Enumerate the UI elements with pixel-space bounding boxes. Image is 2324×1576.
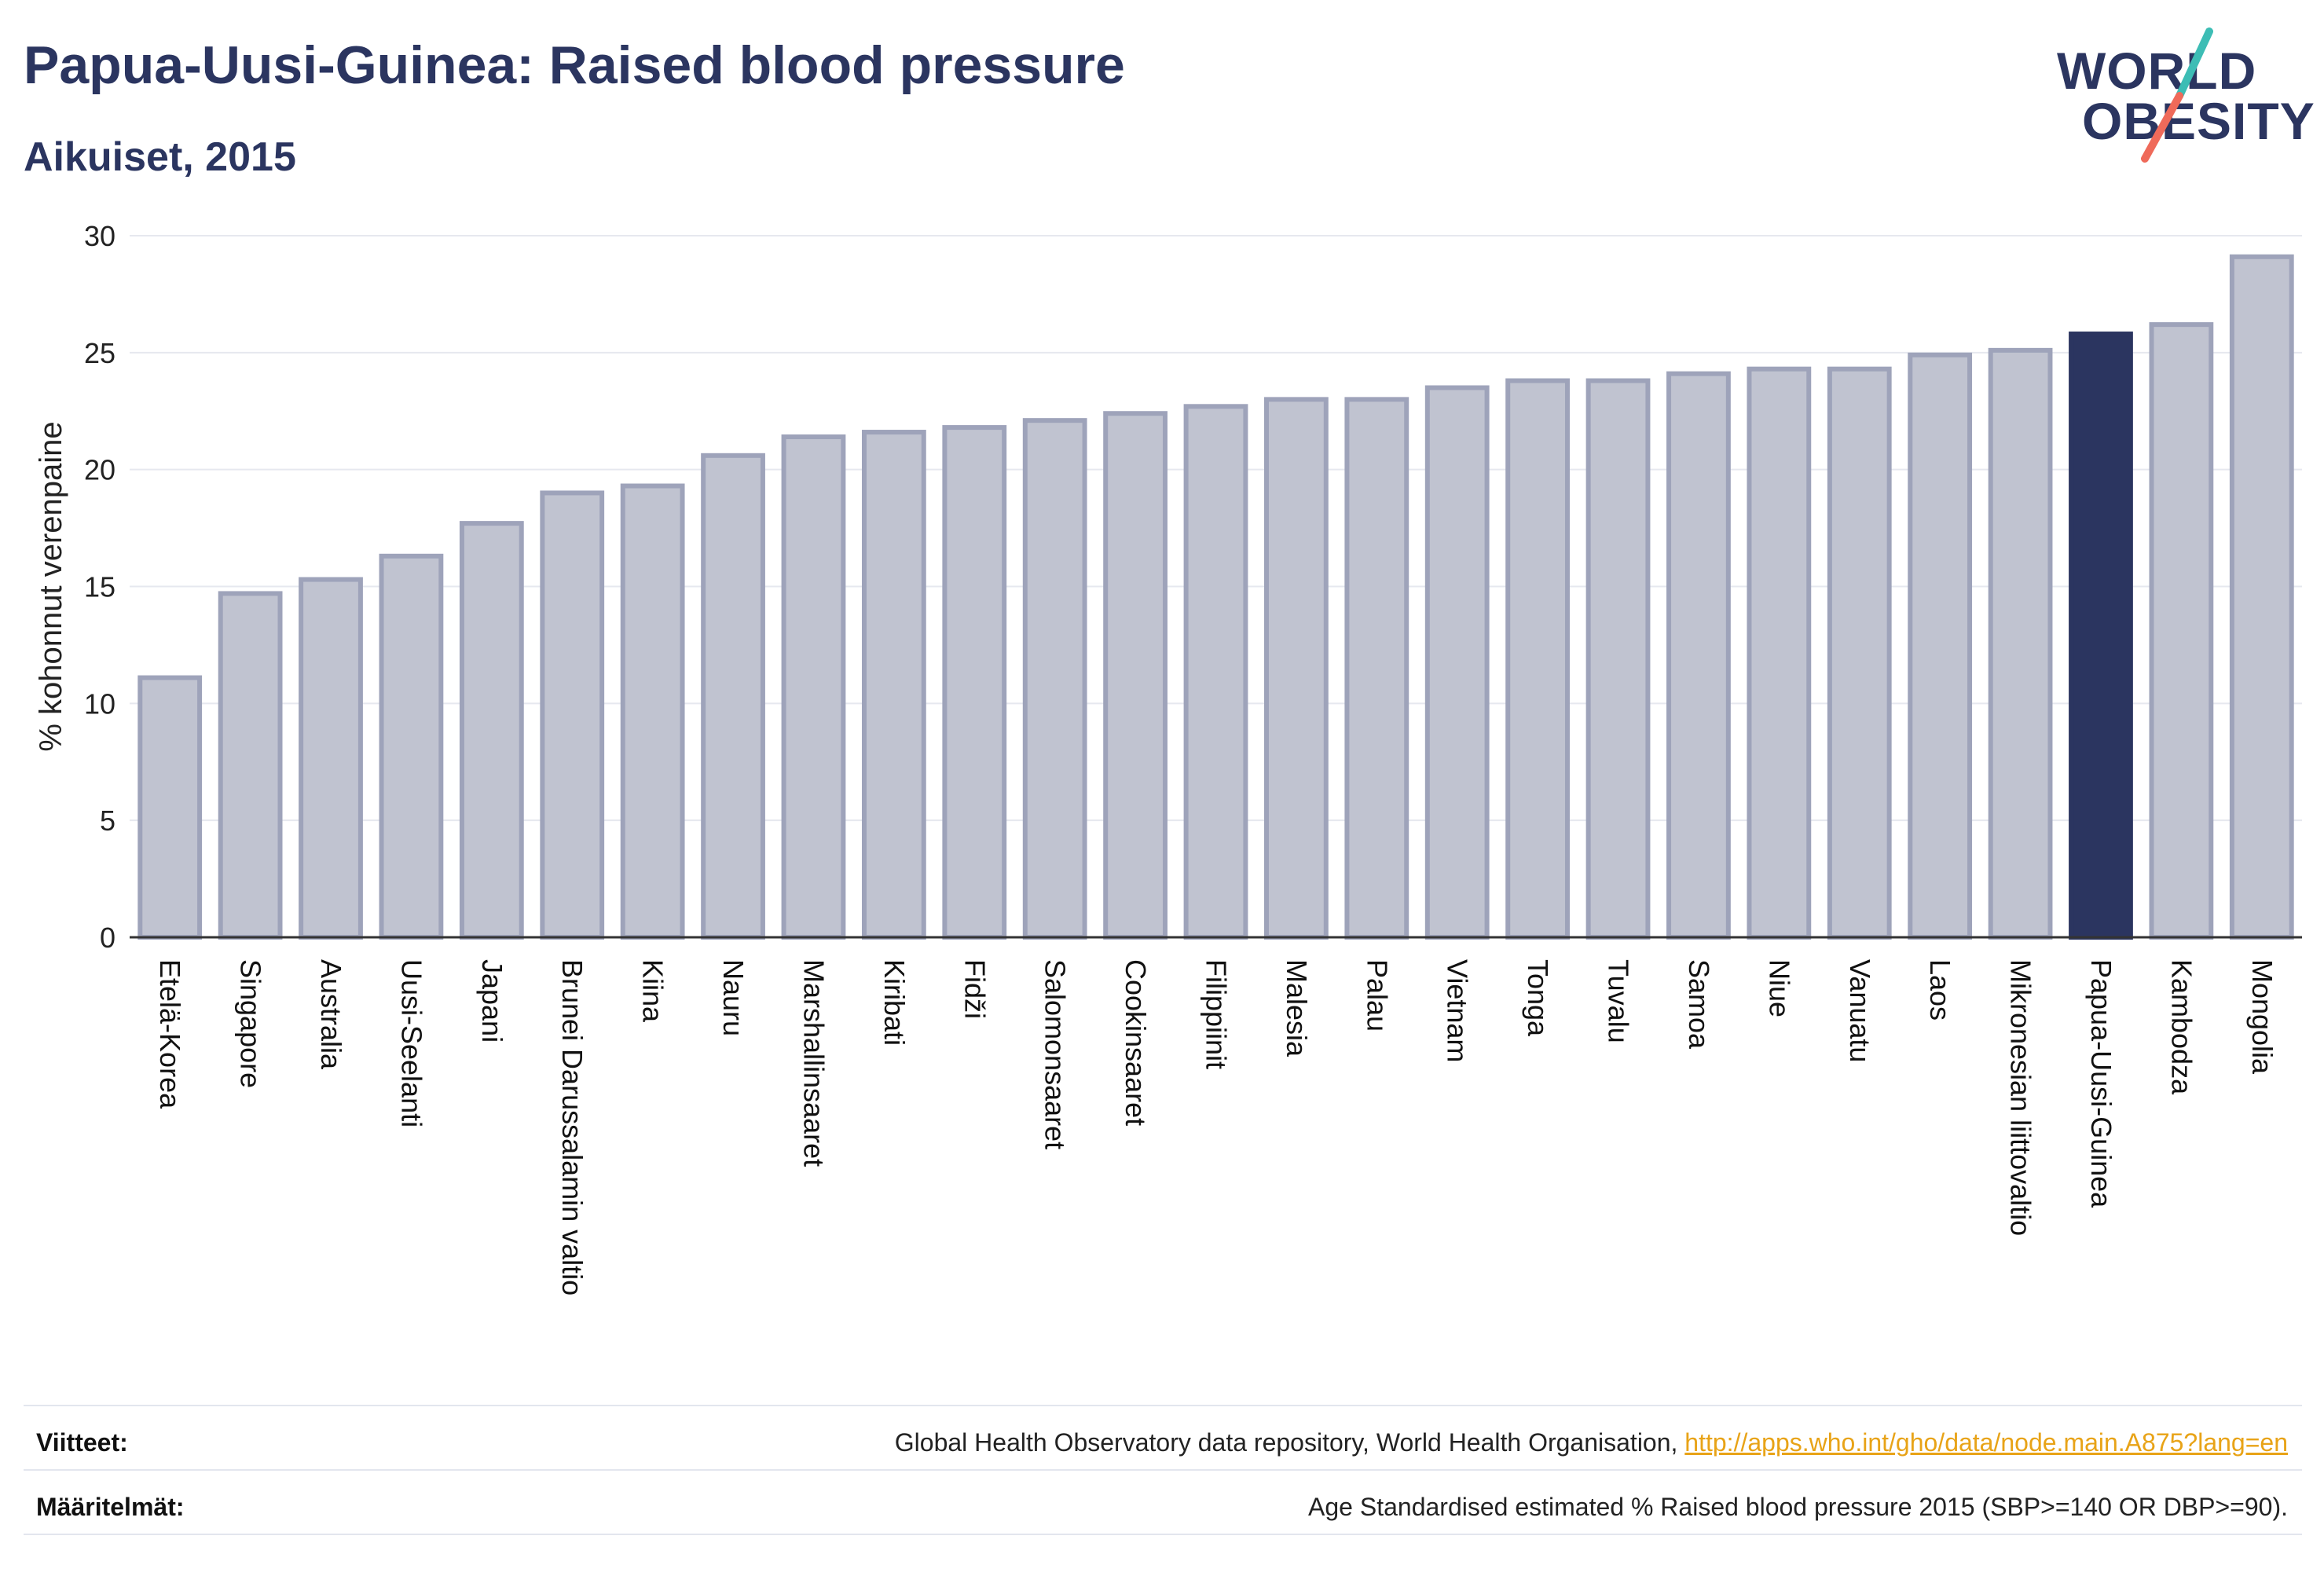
y-tick-label: 0	[100, 922, 115, 954]
bar	[620, 483, 685, 940]
x-tick-label: Mongolia	[2246, 959, 2278, 1075]
x-tick-label: Kiribati	[878, 959, 911, 1046]
y-tick-label: 20	[84, 454, 115, 486]
bar	[2069, 332, 2133, 940]
bar	[701, 453, 765, 940]
y-tick-label: 5	[100, 804, 115, 837]
x-tick-label: Etelä-Korea	[154, 959, 186, 1109]
x-tick-label: Laos	[1924, 959, 1956, 1021]
y-tick-label: 10	[84, 687, 115, 720]
footer-divider-bottom	[24, 1534, 2302, 1535]
bar	[1505, 378, 1571, 940]
sources-label: Viitteet:	[36, 1428, 128, 1457]
x-tick-label: Japani	[476, 959, 508, 1043]
x-tick-label: Vanuatu	[1844, 959, 1876, 1062]
x-tick-label: Nauru	[717, 959, 750, 1036]
bar	[379, 553, 444, 940]
x-tick-label: Singapore	[235, 959, 267, 1088]
sources-description: Global Health Observatory data repositor…	[894, 1428, 1685, 1457]
definitions-label: Määritelmät:	[36, 1493, 185, 1521]
sources-link[interactable]: http://apps.who.int/gho/data/node.main.A…	[1684, 1428, 2288, 1457]
x-tick-label: Samoa	[1683, 959, 1715, 1050]
bar	[861, 430, 926, 940]
x-tick-label: Filippiinit	[1200, 959, 1233, 1069]
y-tick-label: 25	[84, 337, 115, 369]
x-tick-label: Brunei Darussalamin valtio	[556, 959, 588, 1296]
bar	[1183, 404, 1248, 940]
x-tick-label: Tonga	[1522, 959, 1554, 1037]
x-tick-label: Kambodza	[2165, 959, 2198, 1095]
footer-divider-top	[24, 1405, 2302, 1406]
x-tick-label: Palau	[1361, 959, 1393, 1032]
world-obesity-logo: WORLD OBESITY	[2043, 24, 2315, 165]
bar	[2229, 254, 2294, 940]
y-tick-label: 30	[84, 220, 115, 252]
x-tick-label: Cookinsaaret	[1120, 959, 1152, 1126]
x-tick-label: Malesia	[1281, 959, 1313, 1057]
bar	[1827, 366, 1892, 940]
bar	[1344, 397, 1409, 940]
bar	[1988, 347, 2053, 940]
x-tick-label: Mikronesian liittovaltio	[2005, 959, 2037, 1236]
logo-word-world: WORLD	[2057, 42, 2257, 100]
bar	[1264, 397, 1329, 940]
x-tick-label: Uusi-Seelanti	[395, 959, 427, 1127]
bar	[1424, 385, 1490, 940]
bar	[2149, 322, 2214, 940]
bar	[942, 425, 1007, 940]
bar	[459, 521, 524, 940]
x-tick-label: Kiina	[637, 959, 669, 1023]
x-tick-label: Australia	[315, 959, 347, 1070]
bar-chart: 0 5 10 15 20 25 30 % kohonnut verenpaine Etelä-K…	[34, 220, 2302, 1296]
bar	[218, 591, 283, 940]
bar	[299, 577, 363, 940]
bar	[1103, 411, 1167, 940]
bar	[1585, 378, 1651, 940]
bar	[137, 675, 203, 940]
footer-divider-middle	[24, 1469, 2302, 1471]
x-tick-label: Fidži	[959, 959, 991, 1019]
y-tick-label: 15	[84, 571, 115, 603]
bar	[1022, 418, 1087, 940]
logo-slash-icon	[2141, 27, 2213, 163]
x-tick-label: Vietnam	[1442, 959, 1474, 1062]
y-axis-label: % kohonnut verenpaine	[34, 421, 68, 751]
bar	[1747, 366, 1812, 940]
sources-text: Global Health Observatory data repositor…	[895, 1428, 2288, 1457]
chart-title: Papua-Uusi-Guinea: Raised blood pressure	[24, 35, 1125, 95]
bar	[1666, 371, 1731, 940]
logo-word-obesity: OBESITY	[2082, 92, 2315, 150]
x-tick-label: Tuvalu	[1603, 959, 1635, 1043]
x-tick-label: Niue	[1763, 959, 1795, 1017]
definitions-text: Age Standardised estimated % Raised bloo…	[1308, 1493, 2288, 1521]
x-tick-label: Marshallinsaaret	[797, 959, 830, 1167]
x-tick-label: Salomonsaaret	[1039, 959, 1072, 1149]
bar	[1908, 352, 1973, 940]
bar	[540, 490, 605, 940]
x-tick-label: Papua-Uusi-Guinea	[2085, 959, 2117, 1208]
chart-subtitle: Aikuiset, 2015	[24, 134, 296, 180]
bar	[781, 434, 846, 940]
